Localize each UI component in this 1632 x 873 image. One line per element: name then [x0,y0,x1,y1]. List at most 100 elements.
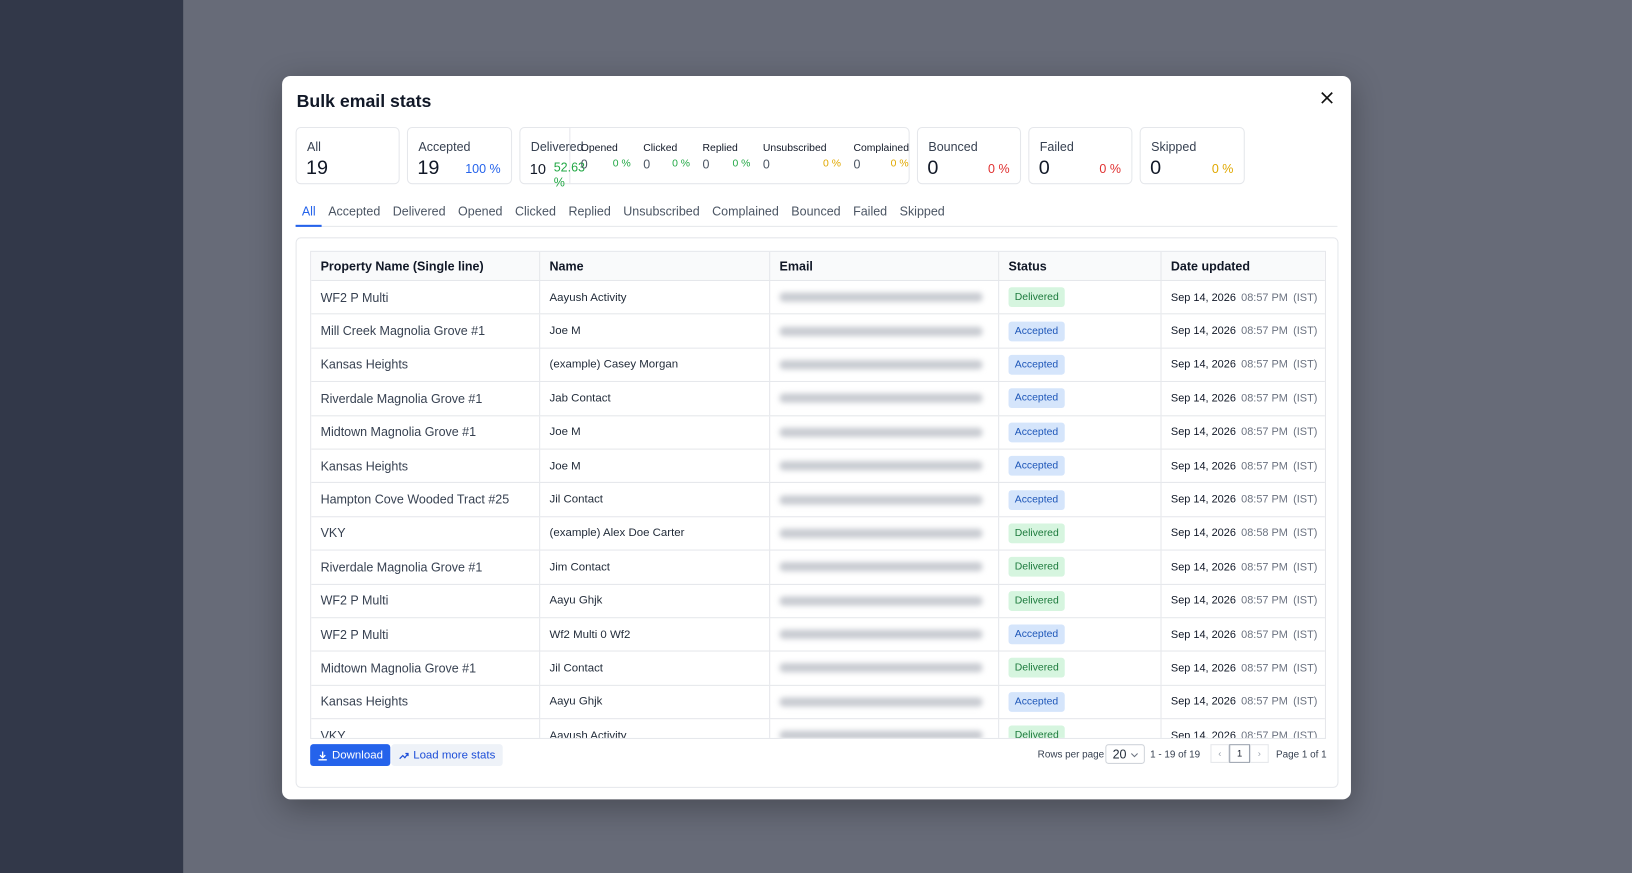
sub-stat: Complained 0 0 % [853,128,909,183]
table-row[interactable]: VKY Aayush Activity Delivered Sep 14, 2026 0… [311,719,1325,739]
column-header: Email [770,251,1000,280]
date: Sep 14, 2026 [1170,661,1236,675]
table-row[interactable]: WF2 P Multi Wf2 Multi 0 Wf2 Accepted Sep 14… [311,618,1325,652]
name-cell: Jim Contact [540,550,771,584]
rows-per-page-select[interactable]: 20 [1105,744,1145,764]
sub-stat: Clicked 0 0 % [643,128,690,183]
time: 08:57 PM [1241,324,1288,338]
property-cell: WF2 P Multi [311,618,541,651]
load-more-button[interactable]: Load more stats [391,744,503,767]
redacted-email [779,562,983,572]
date-cell: Sep 14, 2026 08:57 PM (IST) [1162,315,1324,348]
table-row[interactable]: Riverdale Magnolia Grove #1 Jab Contact Ac… [311,382,1325,416]
stat-label: Accepted [418,139,471,155]
status-cell: Accepted [999,382,1162,415]
table-row[interactable]: Kansas Heights Joe M Accepted Sep 14, 2026 0… [311,449,1325,484]
redacted-email [779,494,983,505]
timezone: (IST) [1293,628,1318,641]
status-cell: Accepted [999,685,1162,719]
name-cell: Jab Contact [540,382,771,415]
property-cell: Midtown Magnolia Grove #1 [311,651,541,685]
status-badge: Accepted [1008,354,1065,375]
table-panel: Property Name (Single line) Name Email Stat… [295,237,1339,788]
next-page[interactable]: › [1250,744,1269,763]
stat-card[interactable]: All 19 [295,126,400,185]
name-cell: Jil Contact [540,483,771,516]
sub-stat-percent: 0 % [672,158,691,170]
tab[interactable]: Replied [568,203,611,219]
table-row[interactable]: VKY (example) Alex Doe Carter Delivered Sep… [311,517,1325,551]
property-cell: Riverdale Magnolia Grove #1 [311,550,541,584]
timezone: (IST) [1293,661,1318,675]
status-badge: Delivered [1008,287,1065,308]
stat-main: Delivered 10 52.63 % [520,128,585,189]
redacted-email [779,292,983,303]
sub-stat-value: 0 [762,157,770,172]
time: 08:57 PM [1241,729,1288,739]
date-cell: Sep 14, 2026 08:57 PM (IST) [1162,551,1324,584]
time: 08:57 PM [1241,594,1288,607]
table-row[interactable]: Midtown Magnolia Grove #1 Joe M Accepted Se… [311,415,1325,450]
stat-value: 10 [529,160,546,177]
status-badge: Delivered [1008,725,1065,738]
timezone: (IST) [1293,291,1318,304]
sub-stat-percent: 0 % [823,158,841,170]
status-cell: Delivered [999,517,1162,550]
time: 08:57 PM [1241,291,1288,304]
stat-card[interactable]: Delivered 10 52.63 % Opened 0 0 % Clicked 0 0 % R… [519,126,910,189]
table-row[interactable]: Riverdale Magnolia Grove #1 Jim Contact De… [311,550,1325,585]
tab[interactable]: Unsubscribed [623,203,700,219]
email-cell [770,348,1000,382]
tab[interactable]: Delivered [392,203,446,219]
time: 08:57 PM [1241,628,1288,641]
date-cell: Sep 14, 2026 08:57 PM (IST) [1162,719,1324,739]
stat-card[interactable]: Skipped 0 0 % [1139,126,1245,185]
sub-stat: Replied 0 0 % [703,128,751,183]
tab[interactable]: Failed [853,203,888,219]
table-row[interactable]: WF2 P Multi Aayu Ghjk Delivered Sep 14, 202… [311,584,1325,619]
status-cell: Delivered [999,281,1162,314]
tab[interactable]: Opened [458,203,503,219]
table-row[interactable]: Hampton Cove Wooded Tract #25 Jil Contact… [311,483,1325,518]
property-cell: Riverdale Magnolia Grove #1 [311,382,541,415]
email-cell [770,719,1000,738]
redacted-email [779,360,983,370]
date-cell: Sep 14, 2026 08:57 PM (IST) [1162,382,1324,415]
date: Sep 14, 2026 [1170,594,1236,607]
stat-card[interactable]: Accepted 19 100 % [406,126,513,185]
table-row[interactable]: Kansas Heights Aayu Ghjk Accepted Sep 14, 2… [311,685,1325,720]
tab[interactable]: Complained [712,203,779,219]
dialog-title: Bulk email stats [296,91,432,112]
tab[interactable]: Bounced [791,203,841,219]
tab[interactable]: All [295,204,322,227]
stat-card[interactable]: Failed 0 0 % [1028,126,1133,185]
date: Sep 14, 2026 [1170,560,1236,574]
download-button[interactable]: Download [310,744,391,767]
page-button[interactable]: 1 [1229,744,1251,763]
time: 08:57 PM [1241,425,1288,439]
time: 08:58 PM [1241,527,1288,540]
button-label: Download [332,748,383,762]
table-row[interactable]: WF2 P Multi Aayush Activity Delivered Sep 1… [311,281,1325,315]
time: 08:57 PM [1241,560,1288,574]
stat-card[interactable]: Bounced 0 0 % [916,126,1022,185]
date: Sep 14, 2026 [1170,493,1236,506]
date: Sep 14, 2026 [1170,459,1236,473]
close-button[interactable] [1321,92,1333,104]
status-cell: Accepted [999,415,1162,449]
table-row[interactable]: Kansas Heights (example) Casey Morgan Acce… [311,348,1325,383]
tab[interactable]: Skipped [899,203,945,219]
tab[interactable]: Clicked [514,203,556,219]
tab[interactable]: Accepted [328,203,381,219]
prev-page[interactable]: ‹ [1210,744,1230,763]
name-cell: (example) Alex Doe Carter [540,517,771,550]
table-row[interactable]: Mill Creek Magnolia Grove #1 Joe M Accepte… [311,314,1325,349]
date: Sep 14, 2026 [1170,358,1236,372]
name-cell: Aayu Ghjk [540,584,771,618]
redacted-email [779,596,983,606]
column-header: Name [540,251,771,280]
range-info: 1 - 19 of 19 [1150,749,1201,761]
table-row[interactable]: Midtown Magnolia Grove #1 Jil Contact Deli… [311,651,1325,686]
